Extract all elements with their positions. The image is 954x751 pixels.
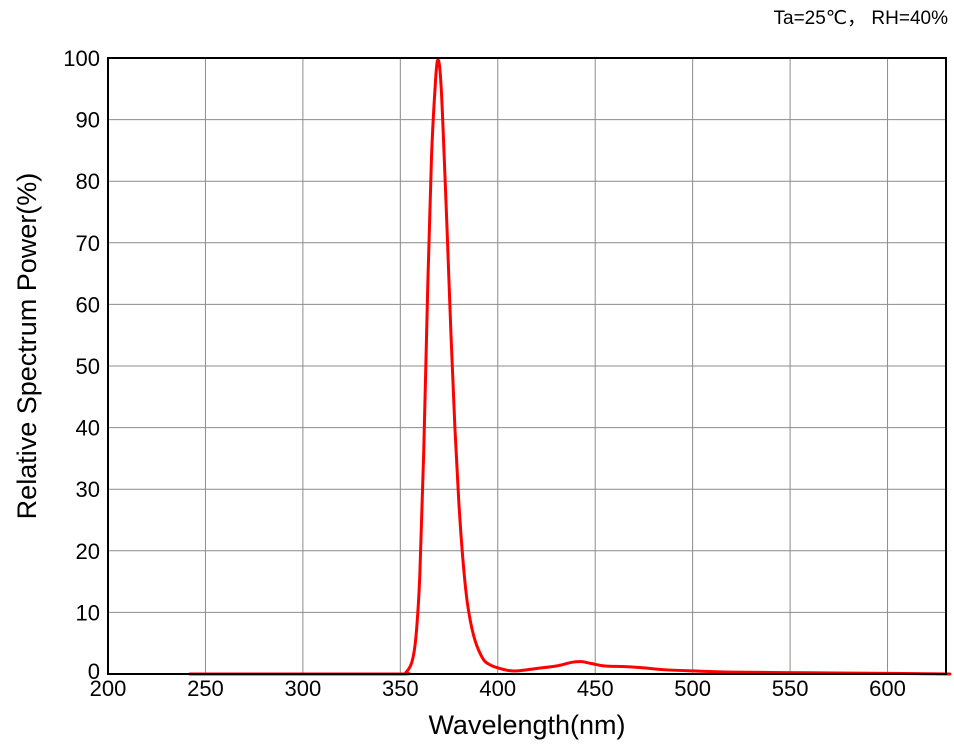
- y-tick-label: 90: [76, 108, 100, 133]
- y-tick-label: 20: [76, 539, 100, 564]
- measurement-conditions: Ta=25℃， RH=40%: [774, 8, 949, 29]
- y-tick-label: 70: [76, 231, 100, 256]
- x-tick-label: 350: [382, 676, 419, 701]
- x-axis-title: Wavelength(nm): [428, 710, 625, 740]
- y-tick-label: 50: [76, 354, 100, 379]
- x-tick-label: 250: [187, 676, 224, 701]
- y-tick-label: 100: [63, 46, 100, 71]
- plot-frame: [107, 57, 947, 675]
- spectrum-line: [188, 58, 952, 676]
- y-tick-label: 40: [76, 416, 100, 441]
- y-axis-title: Relative Spectrum Power(%): [12, 173, 42, 520]
- y-tick-label: 80: [76, 169, 100, 194]
- x-tick-label: 550: [772, 676, 809, 701]
- series-layer: [188, 58, 952, 676]
- y-tick-label: 10: [76, 600, 100, 625]
- x-tick-label: 200: [90, 676, 127, 701]
- y-tick-label: 30: [76, 477, 100, 502]
- x-tick-label: 300: [285, 676, 322, 701]
- y-axis-tick-labels: 0 10 20 30 40 50 60 70 80 90 100: [63, 46, 100, 684]
- y-tick-label: 0: [88, 659, 100, 684]
- y-tick-label: 60: [76, 292, 100, 317]
- x-tick-label: 500: [674, 676, 711, 701]
- grid-lines: [108, 57, 946, 674]
- x-tick-label: 600: [869, 676, 906, 701]
- x-tick-label: 450: [577, 676, 614, 701]
- x-tick-label: 400: [479, 676, 516, 701]
- x-axis-tick-labels: 200 250 300 350 400 450 500 550 600: [90, 676, 906, 701]
